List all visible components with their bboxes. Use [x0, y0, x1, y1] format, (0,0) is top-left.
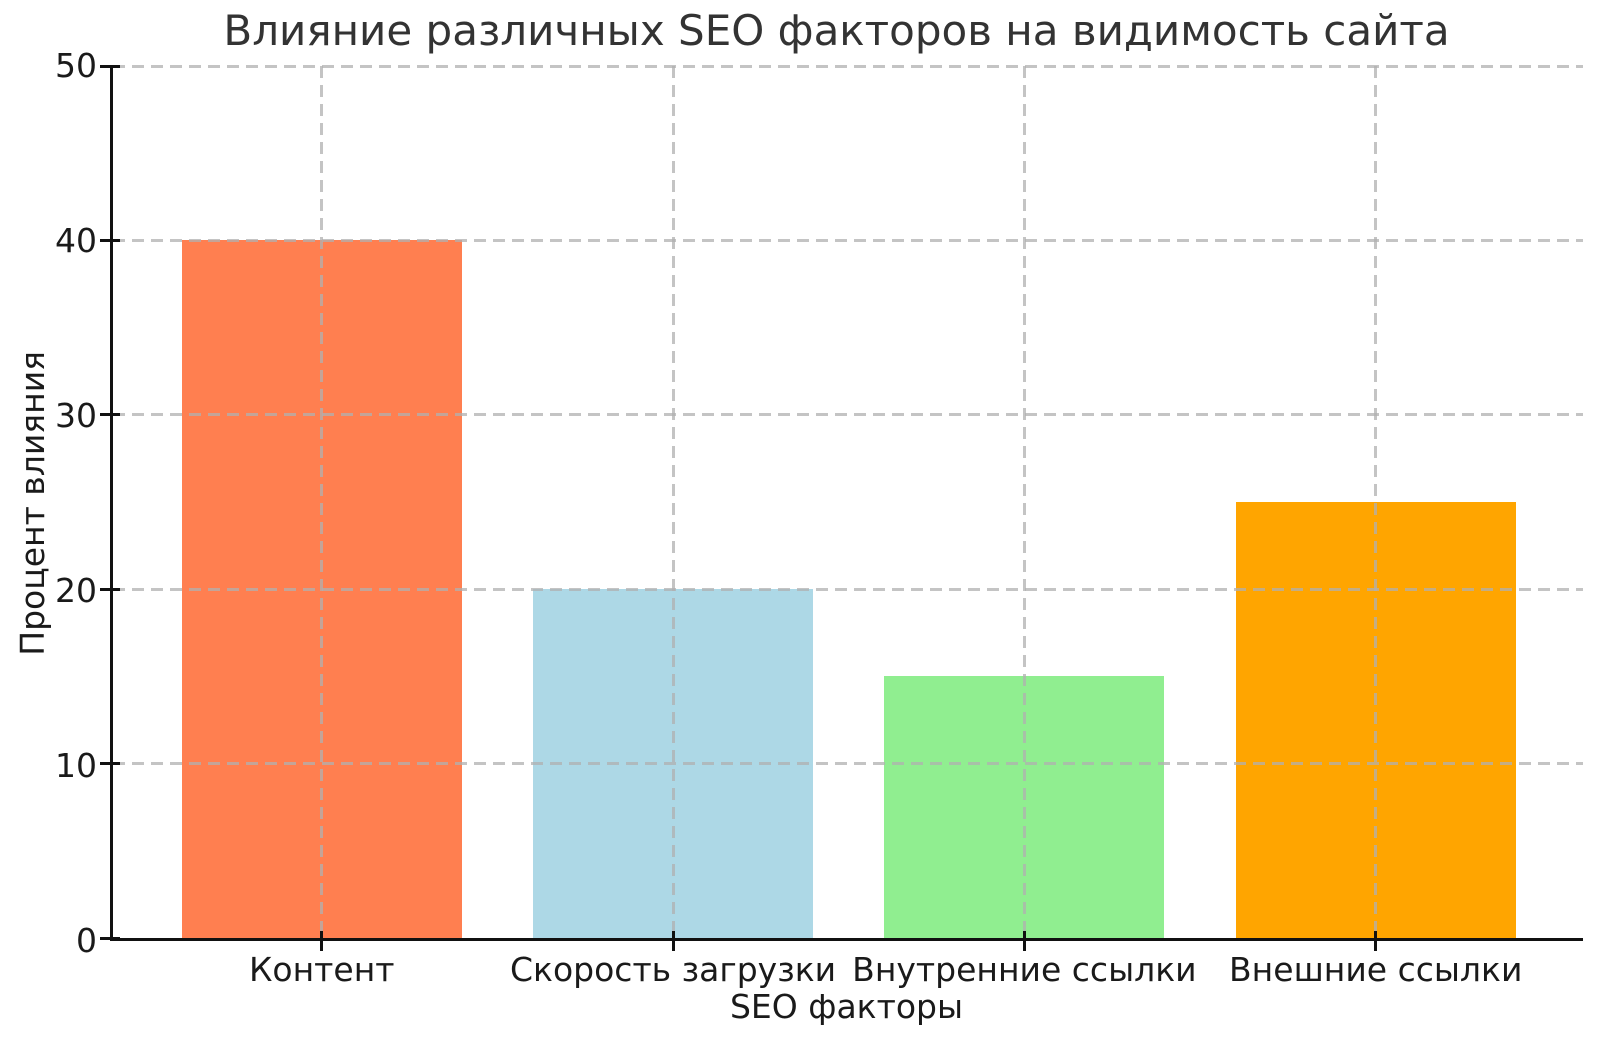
plot-area: Контент Скорость загрузки Внутренние ссылк… — [100, 64, 1583, 989]
x-axis-tick — [671, 931, 675, 951]
x-axis-tick — [1022, 931, 1026, 951]
h-gridline — [113, 762, 1583, 766]
bar-1 — [181, 240, 462, 938]
ticks-layer: Контент Скорость загрузки Внутренние ссылк… — [100, 64, 1583, 989]
x-tick-label: Скорость загрузки — [510, 950, 837, 989]
y-tick-label: 30 — [55, 396, 97, 435]
bar-4 — [1235, 502, 1516, 938]
y-axis-tick — [100, 413, 120, 417]
y-axis-tick — [100, 64, 120, 68]
bar-2 — [533, 589, 814, 938]
bar-3 — [884, 676, 1165, 938]
x-tick-label: Внешние ссылки — [1229, 950, 1523, 989]
chart-title: Влияние различных SEO факторов на видимо… — [223, 6, 1450, 55]
v-gridline — [320, 66, 324, 938]
bars-layer — [113, 66, 1583, 938]
v-gridline — [1374, 66, 1378, 938]
y-tick-label: 10 — [55, 746, 97, 785]
x-tick-label: Внутренние ссылки — [852, 950, 1197, 989]
y-tick-label: 40 — [55, 221, 97, 260]
h-gridline — [113, 64, 1583, 68]
h-gridline — [113, 238, 1583, 242]
x-tick-label: Контент — [248, 950, 395, 989]
y-tick-labels: 0 10 20 30 40 50 — [0, 48, 97, 959]
y-tick-label: 50 — [55, 46, 97, 85]
gridlines-layer — [113, 64, 1583, 938]
y-axis-tick — [100, 587, 120, 591]
y-tick-label: 20 — [55, 571, 97, 610]
y-tick-label: 0 — [76, 921, 97, 960]
y-axis-tick — [100, 762, 120, 766]
h-gridline — [113, 413, 1583, 417]
y-axis-tick — [100, 238, 120, 242]
v-gridline — [671, 66, 675, 938]
x-axis-label: SEO факторы — [729, 987, 964, 1026]
v-gridline — [1022, 66, 1026, 938]
y-axis-tick — [100, 936, 120, 940]
h-gridline — [113, 587, 1583, 591]
x-axis-tick — [320, 931, 324, 951]
x-axis-tick — [1374, 931, 1378, 951]
